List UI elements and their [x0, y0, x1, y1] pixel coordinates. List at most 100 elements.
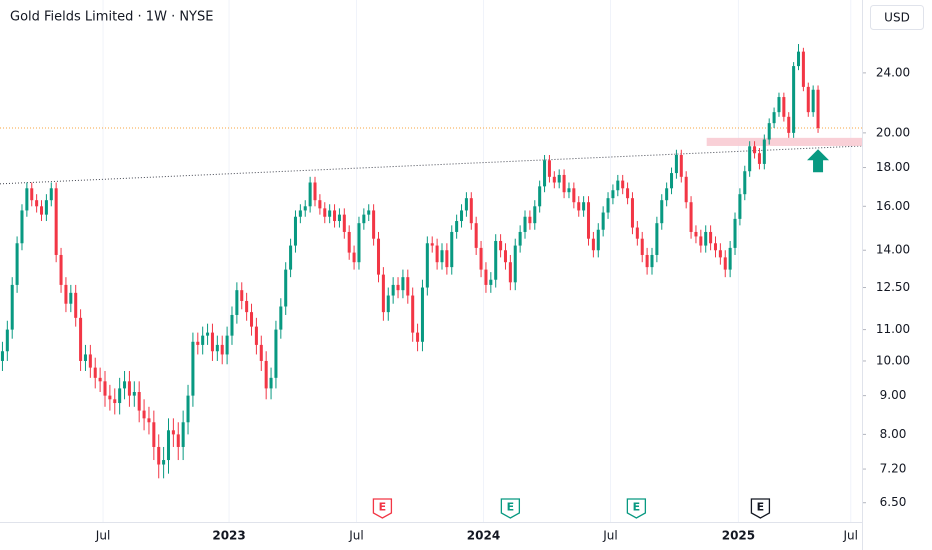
candle-body [674, 154, 678, 174]
candle-body [670, 173, 674, 189]
candle-body [298, 210, 302, 217]
candle-body [396, 284, 400, 291]
candle-body [313, 182, 317, 201]
y-tick-label: 8.00 [880, 427, 907, 441]
candle-body [543, 160, 547, 187]
candle-body [572, 188, 576, 203]
candle-body [748, 146, 752, 172]
candle-body [679, 154, 683, 177]
x-tick-label: Jul [602, 529, 617, 543]
candle-body [494, 240, 498, 280]
candle-body [391, 284, 395, 296]
candle-body [811, 89, 815, 113]
x-tick-label: 2024 [467, 529, 500, 543]
candle-body [538, 186, 542, 207]
candle-body [39, 206, 44, 215]
candle-body [59, 254, 63, 285]
candle-body [787, 116, 791, 133]
candle-body [79, 317, 83, 361]
candle-body [132, 391, 136, 396]
candle-body [279, 306, 283, 330]
y-tick-label: 11.00 [876, 322, 910, 336]
candle-body [469, 198, 473, 224]
candle-body [626, 188, 630, 199]
earnings-badge[interactable] [500, 498, 521, 519]
y-tick-label: 6.50 [880, 495, 907, 509]
y-tick-label: 18.00 [876, 160, 910, 174]
candle-body [10, 284, 14, 330]
candle-body [386, 295, 390, 313]
candle-layer [0, 44, 820, 479]
candle-body [323, 208, 327, 217]
candle-body [171, 430, 175, 435]
currency-label[interactable]: USD [884, 11, 910, 25]
candle-body [464, 198, 468, 211]
candle-body [621, 180, 625, 189]
candle-body [704, 231, 708, 246]
y-tick-label: 20.00 [876, 125, 910, 139]
candle-body [689, 202, 693, 232]
currency-button[interactable] [870, 5, 924, 30]
candle-body [274, 329, 278, 378]
earnings-label[interactable]: E [507, 501, 515, 514]
candle-body [440, 250, 444, 263]
earnings-badge[interactable] [372, 498, 393, 519]
candle-body [118, 388, 122, 404]
candle-body [630, 198, 634, 228]
candle-body [411, 295, 415, 333]
candle-body [88, 354, 92, 368]
x-tick-label: Jul [348, 529, 363, 543]
candle-body [723, 257, 727, 270]
axis-layer: Jul 2023 Jul 2024 Jul 2025 Jul 24.00 20.00 18.00 1… [95, 65, 910, 542]
candle-body [816, 89, 820, 128]
candle-body [479, 247, 483, 270]
candle-body [772, 112, 776, 124]
candle-body [376, 238, 381, 275]
candle-body [455, 221, 459, 232]
candle-body [699, 236, 703, 246]
candle-body [367, 210, 371, 215]
candle-body [484, 269, 488, 285]
candle-body [157, 446, 161, 465]
grid-layer [102, 0, 852, 522]
candle-body [113, 399, 117, 404]
earnings-badge[interactable] [626, 498, 647, 519]
candle-body [254, 326, 258, 345]
candle-body [127, 381, 131, 396]
candle-body [445, 250, 449, 268]
candle-body [460, 210, 464, 222]
candle-body [660, 200, 664, 224]
candle-body [220, 344, 224, 355]
candle-body [738, 194, 742, 219]
candle-body [357, 223, 361, 263]
candle-body [552, 176, 556, 183]
candle-body [430, 243, 434, 246]
candle-body [728, 247, 732, 270]
earnings-label[interactable]: E [757, 501, 765, 514]
earnings-badge[interactable] [750, 498, 771, 519]
earnings-label[interactable]: E [633, 501, 641, 514]
chart-title: Gold Fields Limited · 1W · NYSE [10, 10, 213, 25]
candle-body [562, 174, 566, 193]
drawing-layer [0, 127, 863, 185]
candle-body [210, 332, 214, 352]
x-tick-label: 2025 [722, 529, 755, 543]
candle-body [528, 216, 532, 224]
candle-body [230, 314, 234, 336]
y-tick-label: 24.00 [876, 65, 910, 79]
candle-body [269, 377, 273, 389]
candle-body [650, 254, 654, 268]
candle-body [611, 190, 615, 199]
candle-body [69, 292, 73, 304]
candle-body [215, 344, 219, 352]
candle-body [98, 377, 102, 382]
candle-body [425, 243, 429, 288]
candle-body [259, 344, 263, 361]
x-tick-label: 2023 [212, 529, 245, 543]
candle-body [337, 214, 341, 222]
candle-body [640, 238, 644, 255]
earnings-label[interactable]: E [379, 501, 387, 514]
candle-body [503, 250, 507, 263]
